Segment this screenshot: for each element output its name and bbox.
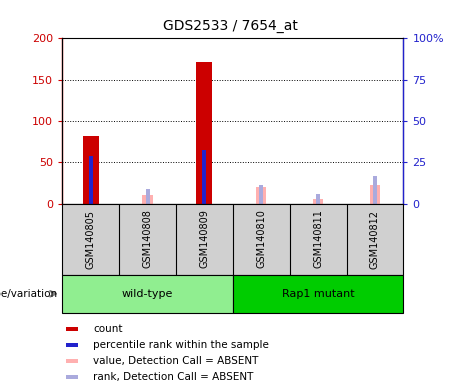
Bar [373, 176, 377, 204]
Bar [313, 199, 323, 204]
Bar [65, 375, 78, 379]
Bar [256, 187, 266, 204]
Bar [62, 275, 233, 313]
Bar [89, 156, 93, 204]
Text: wild-type: wild-type [122, 289, 173, 299]
Bar [65, 343, 78, 347]
Text: rank, Detection Call = ABSENT: rank, Detection Call = ABSENT [93, 372, 253, 382]
Text: GSM140805: GSM140805 [86, 210, 96, 268]
Bar [65, 327, 78, 331]
Text: GSM140812: GSM140812 [370, 210, 380, 268]
Text: count: count [93, 324, 123, 334]
Text: GSM140808: GSM140808 [142, 210, 153, 268]
Bar [65, 359, 78, 363]
Bar [259, 185, 263, 204]
Bar [62, 204, 403, 275]
Text: Rap1 mutant: Rap1 mutant [282, 289, 355, 299]
Bar [83, 136, 99, 204]
Text: GSM140810: GSM140810 [256, 210, 266, 268]
Text: GDS2533 / 7654_at: GDS2533 / 7654_at [163, 19, 298, 33]
Bar [202, 150, 207, 204]
Text: percentile rank within the sample: percentile rank within the sample [93, 340, 269, 350]
Bar [370, 185, 380, 204]
Text: GSM140811: GSM140811 [313, 210, 323, 268]
Text: genotype/variation: genotype/variation [0, 289, 58, 299]
Bar [142, 195, 153, 204]
Bar [146, 189, 149, 204]
Text: value, Detection Call = ABSENT: value, Detection Call = ABSENT [93, 356, 258, 366]
Bar [316, 194, 320, 204]
Text: GSM140809: GSM140809 [199, 210, 209, 268]
Bar [196, 61, 213, 204]
Bar [233, 275, 403, 313]
